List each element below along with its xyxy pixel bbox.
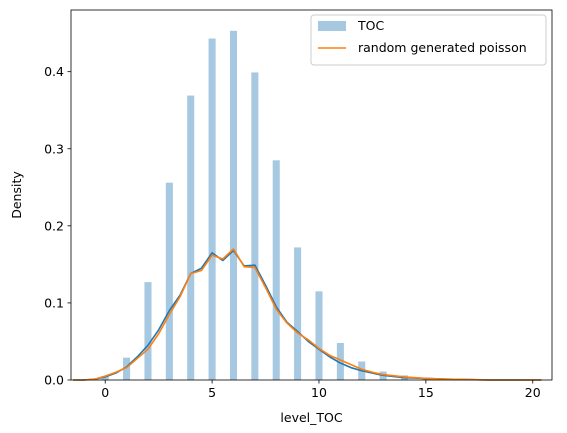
y-tick-label: 0.3 [44,141,64,156]
histogram-bar [123,357,131,380]
kde-lines [73,248,542,381]
histogram-bar [294,247,302,380]
legend: TOC random generated poisson [310,14,547,66]
legend-toc-label: TOC [357,18,384,33]
plot-frame [70,9,553,381]
histogram-bar [229,30,237,380]
histogram-bar [336,343,344,380]
y-tick-label: 0.0 [44,373,64,388]
y-tick-label: 0.4 [44,64,64,79]
histogram-bar [272,160,280,380]
y-tick-label: 0.2 [44,218,64,233]
legend-poisson-label: random generated poisson [358,40,527,55]
x-tick-label: 20 [525,385,541,400]
histogram-bar [144,282,152,380]
x-tick-label: 15 [418,385,434,400]
y-axis-ticks: 0.0 0.1 0.2 0.3 0.4 [44,64,71,388]
toc-kde-line [73,249,542,381]
histogram-bar [208,38,216,380]
histogram-bars [101,30,451,380]
y-tick-label: 0.1 [44,295,64,310]
x-tick-label: 10 [311,385,327,400]
x-tick-label: 0 [101,385,109,400]
y-axis-label: Density [9,171,24,219]
x-axis-ticks: 0 5 10 15 20 [101,380,541,400]
histogram-bar [187,95,195,380]
poisson-kde-line [73,248,542,381]
histogram-bar [315,291,323,380]
histogram-bar [251,72,259,380]
histogram-bar [101,376,109,380]
legend-toc-patch [318,21,346,31]
x-tick-label: 5 [208,385,216,400]
legend-box [310,14,547,66]
histogram-bar [165,182,173,380]
x-axis-label: level_TOC [280,410,342,425]
